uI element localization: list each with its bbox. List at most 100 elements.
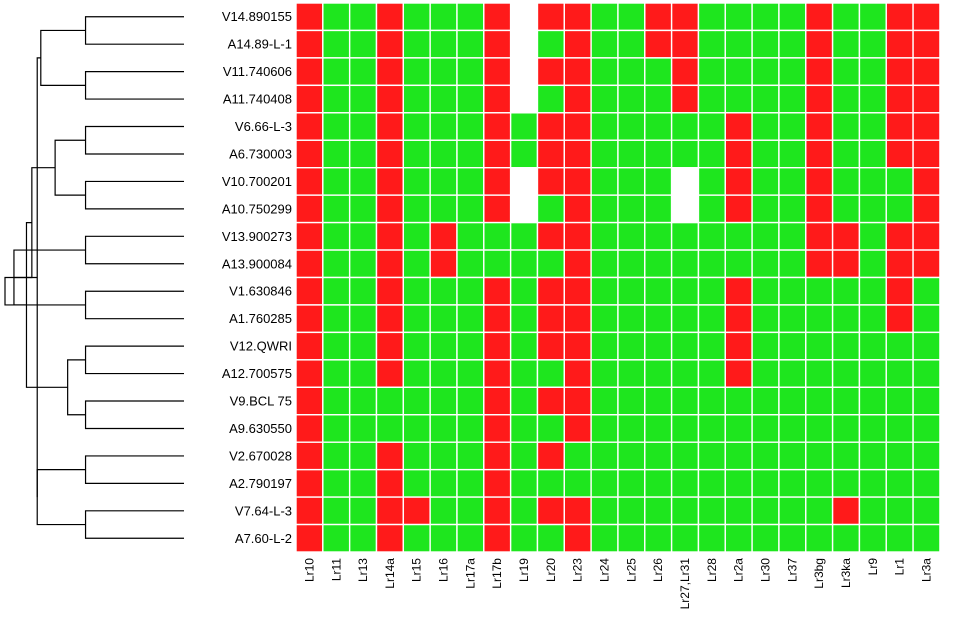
- heatmap-cell: [778, 441, 807, 471]
- heatmap-cell: [322, 29, 351, 59]
- heatmap-cell: [697, 276, 726, 306]
- heatmap-cell: [724, 468, 753, 498]
- heatmap-cell: [295, 414, 324, 443]
- heatmap-cell: [697, 359, 726, 389]
- heatmap-cell: [885, 249, 914, 279]
- heatmap-cell: [563, 84, 592, 114]
- heatmap-cell: [590, 166, 619, 196]
- heatmap-cell: [348, 2, 378, 32]
- dendrogram-branch: [40, 29, 86, 86]
- heatmap-cell: [805, 249, 834, 279]
- heatmap-cell: [295, 2, 324, 32]
- heatmap-cell: [724, 139, 753, 169]
- heatmap-cell: [912, 359, 941, 389]
- heatmap-cell: [778, 331, 807, 361]
- heatmap-cell: [348, 468, 378, 498]
- heatmap-cell: [429, 441, 458, 471]
- heatmap-cell: [563, 57, 592, 87]
- heatmap-cell: [617, 386, 646, 416]
- heatmap-cell: [858, 523, 887, 553]
- heatmap-cell: [617, 221, 646, 251]
- column-label: Lr14a: [383, 558, 397, 589]
- heatmap-cell: [778, 523, 807, 553]
- heatmap-cell: [536, 496, 565, 526]
- heatmap-cell: [295, 112, 324, 141]
- heatmap-cell: [402, 414, 431, 443]
- column-label: Lr1: [893, 558, 907, 576]
- heatmap-cell: [751, 276, 780, 306]
- heatmap-cell: [912, 523, 941, 553]
- column-label: Lr25: [624, 558, 638, 582]
- heatmap-cell: [644, 331, 673, 361]
- heatmap-cell: [697, 523, 726, 553]
- heatmap-cell: [778, 166, 807, 196]
- heatmap-cell: [644, 359, 673, 389]
- heatmap-cell: [858, 112, 887, 141]
- heatmap-cell: [590, 57, 619, 87]
- heatmap-cell: [348, 221, 378, 251]
- heatmap-cell: [375, 2, 405, 32]
- heatmap-cell: [912, 496, 941, 526]
- heatmap-cell: [751, 331, 780, 361]
- dendrogram-branch: [84, 235, 184, 265]
- heatmap-cell: [697, 386, 726, 416]
- heatmap-cell: [805, 221, 834, 251]
- dendrogram-branch: [36, 469, 86, 526]
- heatmap-cell: [509, 304, 539, 334]
- heatmap-cell: [912, 249, 941, 279]
- heatmap-cell: [644, 84, 673, 114]
- heatmap-cell: [644, 249, 673, 279]
- heatmap-cell: [724, 276, 753, 306]
- heatmap-cell: [831, 57, 861, 87]
- heatmap-cell: [644, 2, 673, 32]
- heatmap-cell: [697, 194, 726, 224]
- heatmap-cell: [670, 2, 700, 32]
- heatmap-cell: [724, 386, 753, 416]
- heatmap-cell: [617, 166, 646, 196]
- heatmap-cell: [348, 523, 378, 553]
- heatmap-cell: [885, 386, 914, 416]
- heatmap-cell: [375, 359, 405, 389]
- heatmap-cell: [509, 441, 539, 471]
- heatmap-cell: [912, 2, 941, 32]
- heatmap-cell: [590, 496, 619, 526]
- dendrogram-branch: [84, 180, 184, 210]
- heatmap-cell: [429, 2, 458, 32]
- heatmap-cell: [858, 496, 887, 526]
- heatmap-cell: [590, 331, 619, 361]
- heatmap-cell: [831, 496, 861, 526]
- heatmap-cell: [429, 112, 458, 141]
- heatmap-cell: [509, 166, 539, 196]
- heatmap-cell: [805, 468, 834, 498]
- heatmap-cell: [751, 249, 780, 279]
- heatmap-cell: [429, 57, 458, 87]
- heatmap-cell: [375, 84, 405, 114]
- heatmap-cell: [724, 249, 753, 279]
- heatmap-cell: [805, 84, 834, 114]
- column-label: Lr28: [705, 558, 719, 582]
- heatmap-cell: [617, 112, 646, 141]
- heatmap-cell: [456, 112, 485, 141]
- heatmap-cell: [912, 276, 941, 306]
- heatmap-cell: [590, 194, 619, 224]
- heatmap-cell: [912, 441, 941, 471]
- heatmap-cell: [456, 414, 485, 443]
- heatmap-cell: [483, 112, 512, 141]
- dendrogram-branch: [84, 510, 184, 539]
- heatmap-cell: [322, 2, 351, 32]
- heatmap-cell: [724, 441, 753, 471]
- column-label: Lr3ka: [839, 558, 853, 588]
- heatmap-cell: [563, 29, 592, 59]
- heatmap-cell: [644, 194, 673, 224]
- heatmap-cell: [483, 386, 512, 416]
- heatmap-cell: [348, 139, 378, 169]
- heatmap-cell: [402, 112, 431, 141]
- heatmap-cell: [563, 276, 592, 306]
- row-label: A7.60-L-2: [235, 531, 292, 546]
- heatmap-cell: [590, 2, 619, 32]
- column-label: Lr27,Lr31: [678, 558, 692, 610]
- heatmap-cell: [751, 304, 780, 334]
- heatmap-cell: [456, 359, 485, 389]
- heatmap-cell: [563, 359, 592, 389]
- heatmap-cell: [509, 84, 539, 114]
